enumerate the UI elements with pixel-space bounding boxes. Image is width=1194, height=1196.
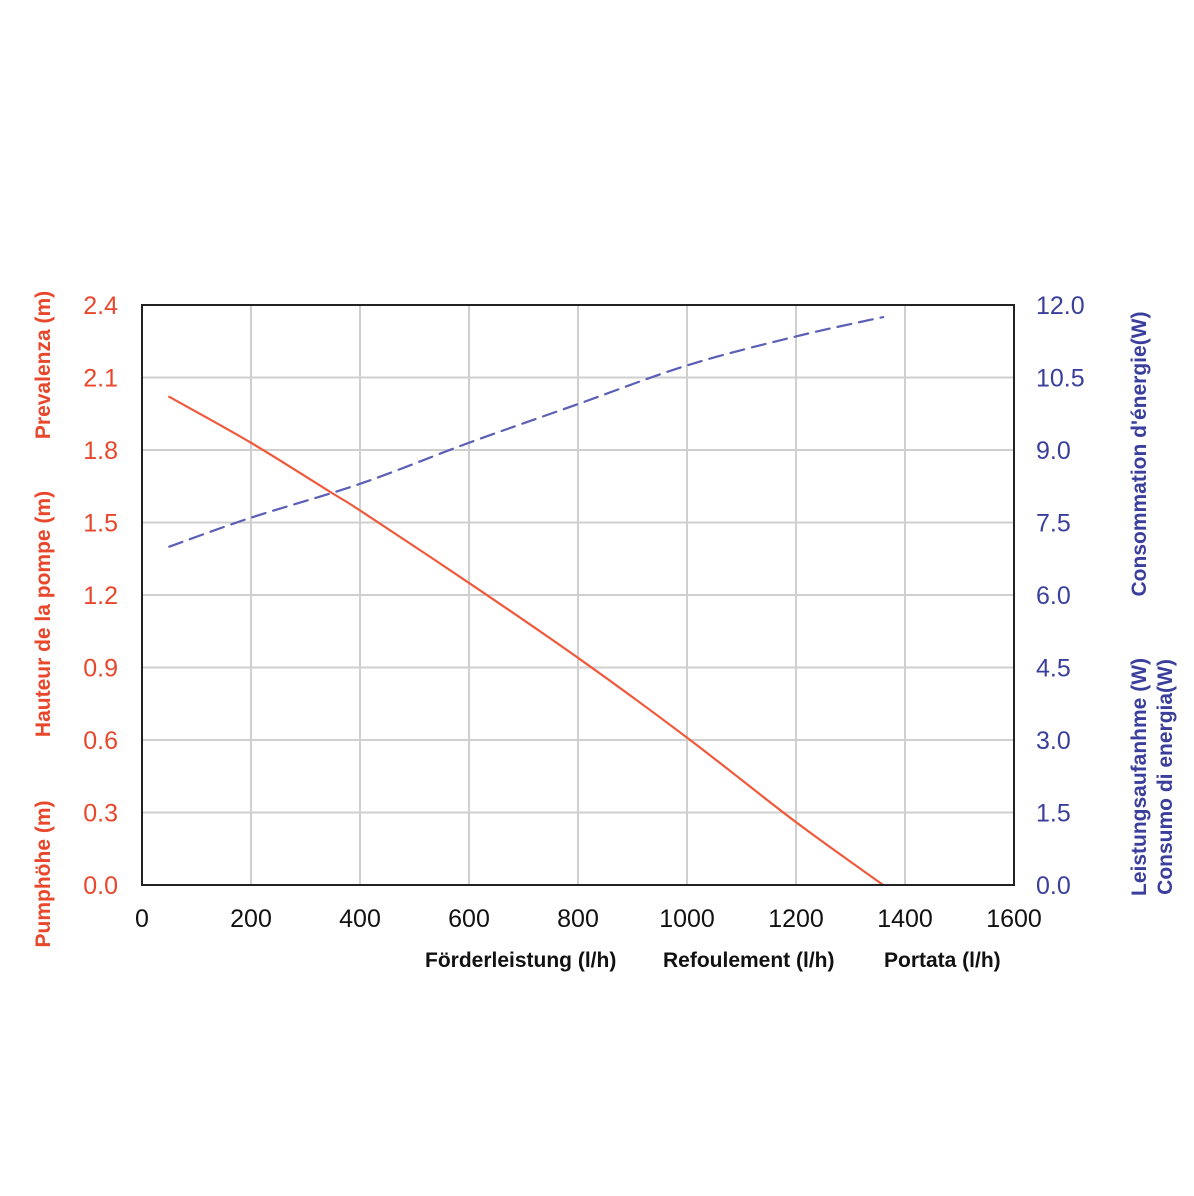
pump-head-line (168, 395, 885, 887)
x-tick-label: 600 (448, 905, 490, 933)
x-tick-label: 400 (339, 905, 381, 933)
plot-frame (141, 304, 1015, 886)
right-y-title-it: Consumo di energia(W) (1154, 659, 1177, 895)
x-tick-label: 1600 (986, 905, 1042, 933)
left-y-title-it: Prevalenza (m) (32, 291, 55, 439)
x-tick-label: 1400 (877, 905, 933, 933)
x-tick-label: 200 (230, 905, 272, 933)
x-axis-title-de: Förderleistung (l/h) (425, 949, 616, 972)
x-axis-title-it: Portata (l/h) (884, 949, 1001, 972)
x-axis-title-fr: Refoulement (l/h) (663, 949, 835, 972)
x-tick-label: 0 (135, 905, 149, 933)
right-y-tick-label: 7.5 (1036, 510, 1071, 538)
left-y-tick-label: 1.2 (83, 582, 118, 610)
right-y-tick-label: 3.0 (1036, 727, 1071, 755)
right-y-title-de: Leistungsaufanhme (W) (1128, 658, 1151, 896)
left-y-tick-label: 0.6 (83, 727, 118, 755)
power-consumption-line (168, 315, 885, 548)
right-y-tick-label: 12.0 (1036, 292, 1085, 320)
left-y-tick-label: 0.3 (83, 800, 118, 828)
left-y-title-de: Pumphöhe (m) (32, 801, 55, 948)
left-y-tick-label: 2.4 (83, 292, 118, 320)
x-tick-labels: 0 200 400 600 800 1000 1200 1400 1600 (135, 905, 1042, 933)
left-y-tick-label: 0.9 (83, 655, 118, 683)
left-y-tick-label: 0.0 (83, 872, 118, 900)
series-layer (168, 315, 885, 887)
right-y-tick-label: 10.5 (1036, 365, 1085, 393)
x-tick-label: 1000 (659, 905, 715, 933)
right-y-tick-label: 6.0 (1036, 582, 1071, 610)
right-y-tick-label: 0.0 (1036, 872, 1071, 900)
right-y-tick-label: 1.5 (1036, 800, 1071, 828)
left-y-tick-label: 2.1 (83, 365, 118, 393)
left-y-tick-labels: 0.0 0.3 0.6 0.9 1.2 1.5 1.8 2.1 2.4 (83, 292, 118, 900)
right-y-tick-labels: 0.0 1.5 3.0 4.5 6.0 7.5 9.0 10.5 12.0 (1036, 292, 1085, 900)
right-y-title-fr: Consommation d'énergie(W) (1128, 312, 1151, 597)
left-y-tick-label: 1.5 (83, 510, 118, 538)
left-y-title-fr: Hauteur de la pompe (m) (32, 491, 55, 737)
right-y-tick-label: 4.5 (1036, 655, 1071, 683)
right-y-tick-label: 9.0 (1036, 437, 1071, 465)
grid (142, 305, 1014, 885)
x-tick-label: 1200 (768, 905, 824, 933)
left-y-tick-label: 1.8 (83, 437, 118, 465)
x-tick-label: 800 (557, 905, 599, 933)
